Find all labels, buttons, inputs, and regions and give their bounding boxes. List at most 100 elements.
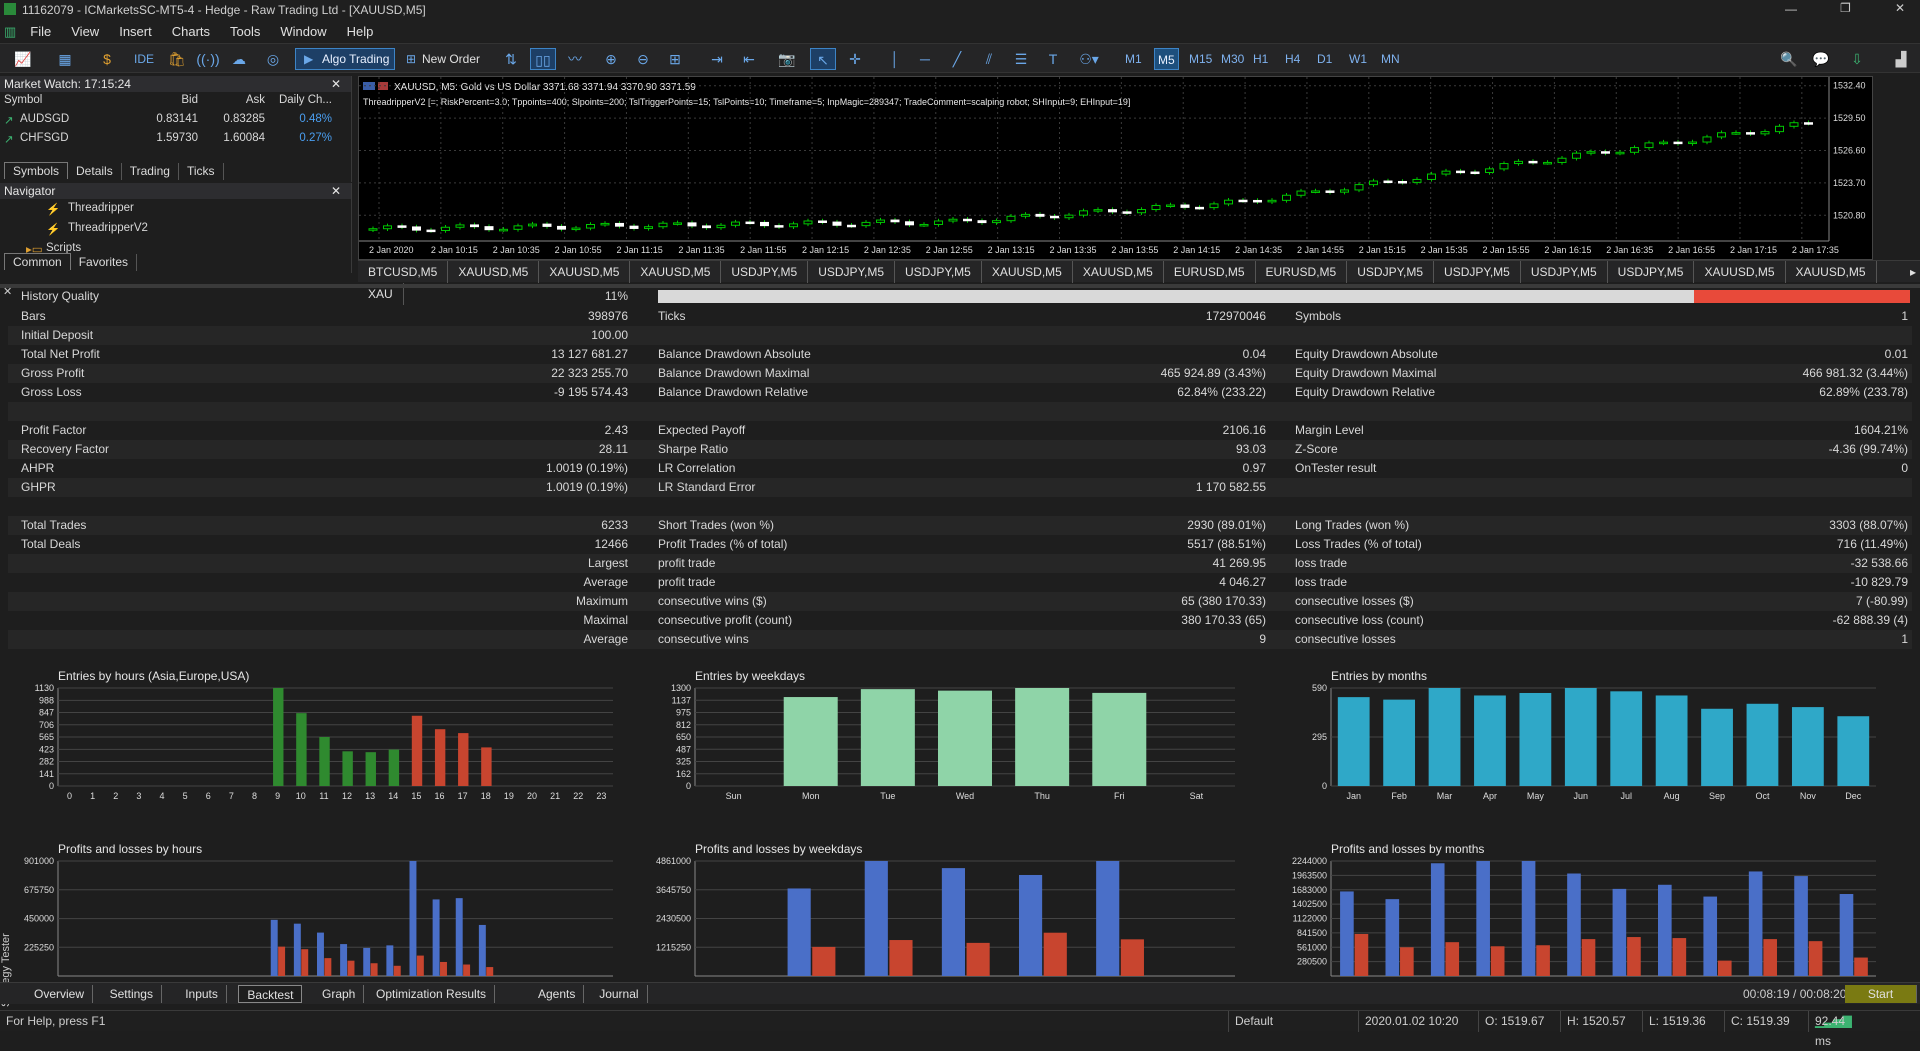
close-icon[interactable]: ✕ [1895,1,1906,15]
mw-col-header[interactable]: Bid [181,94,198,106]
menu-window[interactable]: Window [280,24,327,39]
chart-tab[interactable]: USDJPY,M5 [1521,261,1608,283]
equidistant-channel-icon[interactable]: ⫽ [985,51,993,67]
price-chart[interactable]: XAUUSD, M5: Gold vs US Dollar 3371.68 33… [358,76,1873,260]
close-icon[interactable]: ✕ [3,286,13,298]
chart-tab[interactable]: USDJPY,M5 [1434,261,1521,283]
mw-col-header[interactable]: Symbol [4,94,43,106]
notifications-icon[interactable]: 💬 [1812,51,1830,67]
status-profile[interactable]: Default [1228,1011,1358,1032]
panel-divider[interactable]: ✕ [0,284,1920,298]
chart-tab[interactable]: XAUUSD,M5 [630,261,722,283]
shapes-icon[interactable]: ⚇▾ [1079,51,1099,67]
tab-details[interactable]: Details [68,163,122,180]
mw-col-header[interactable]: Daily Ch... [278,94,332,106]
crosshair-icon[interactable]: ✛ [849,51,861,67]
timeframe-m5[interactable]: M5 [1154,48,1179,70]
tab-backtest[interactable]: Backtest [238,985,303,1003]
tab-ticks[interactable]: Ticks [179,163,224,180]
chart-tab[interactable]: EURUSD,M5 [1256,261,1348,283]
chart-tab[interactable]: XAUUSD,M5 [1786,261,1877,283]
close-icon[interactable]: ✕ [330,77,341,91]
tab-journal[interactable]: Journal [591,985,648,1003]
menu-help[interactable]: Help [346,24,374,39]
menu-charts[interactable]: Charts [171,24,211,39]
tab-settings[interactable]: Settings [102,985,162,1003]
timeframe-m1[interactable]: M1 [1125,52,1142,66]
market-watch-row[interactable]: ↗ AUDSGD 0.83141 0.83285 0.48% [0,111,351,130]
timeframe-m30[interactable]: M30 [1221,52,1245,66]
chart-tab[interactable]: USDJPY,M5 [1608,261,1695,283]
zoom-out-icon[interactable]: ⊖ [637,51,649,67]
tab-favorites[interactable]: Favorites [71,254,138,271]
cloud-icon[interactable]: ☁ [232,51,246,67]
signal-strength-icon[interactable]: ▟ [1895,51,1907,67]
chart-tab[interactable]: XAUUSD,M5 [448,261,540,283]
vps-icon[interactable]: ◎ [266,51,280,67]
navigator-item[interactable]: ⚡ Threadripper [0,199,351,219]
tab-common[interactable]: Common [4,253,71,270]
tab-overview[interactable]: Overview [26,985,94,1003]
depth-of-market-icon[interactable]: ⇅ [505,51,517,67]
trendline-icon[interactable]: ╱ [952,51,962,67]
auto-scroll-icon[interactable]: ⇥ [711,51,723,67]
ide-button[interactable]: IDE [133,52,154,66]
market-watch-row[interactable]: ↗ CHFSGD 1.59730 1.60084 0.27% [0,130,351,149]
deposit-icon[interactable]: $ [103,51,111,67]
timeframe-h1[interactable]: H1 [1253,52,1269,66]
new-chart-icon[interactable]: 📈 [14,51,32,67]
candlesticks-icon[interactable]: ▯▯ [530,48,556,70]
chart-tab[interactable]: USDJPY,M5 [895,261,982,283]
profiles-icon[interactable]: ▦ [58,51,72,67]
algo-trading-button[interactable]: ▶ Algo Trading [295,48,395,70]
text-tool-icon[interactable]: T [1048,51,1058,67]
chart-tab[interactable]: XAUUSD,M5 [539,261,631,283]
menu-view[interactable]: View [71,24,100,39]
zoom-in-icon[interactable]: ⊕ [605,51,617,67]
chart-tab[interactable]: XAUUSD,M5 [982,261,1073,283]
account-icon[interactable]: ⇩ [1851,51,1863,67]
scroll-right-icon[interactable]: ▸ [1909,265,1916,279]
close-icon[interactable]: ✕ [330,184,341,198]
menu-insert[interactable]: Insert [119,24,152,39]
chart-tab[interactable]: XAUUSD,M5 [1694,261,1786,283]
new-order-button[interactable]: ⊞ New Order [404,48,484,70]
chart-tab[interactable]: BTCUSD,M5 [358,261,449,283]
menu-tools[interactable]: Tools [230,24,261,39]
tab-trading[interactable]: Trading [122,163,179,180]
chart-shift-icon[interactable]: ⇤ [743,51,755,67]
timeframe-h4[interactable]: H4 [1285,52,1301,66]
restore-icon[interactable]: ❐ [1840,1,1851,15]
tab-optimization-results[interactable]: Optimization Results [368,985,496,1003]
tab-agents[interactable]: Agents [530,985,585,1003]
minimize-icon[interactable]: — [1785,2,1797,16]
horizontal-line-icon[interactable]: ─ [920,51,930,67]
start-button[interactable]: Start [1845,985,1917,1003]
vertical-line-icon[interactable]: │ [890,51,900,67]
line-chart-icon[interactable]: 〰 [568,51,582,67]
tab-inputs[interactable]: Inputs [177,985,227,1003]
app-menu-icon[interactable]: ▥ [4,24,17,39]
menu-file[interactable]: File [30,24,52,39]
chart-tab[interactable]: USDJPY,M5 [1347,261,1435,283]
search-icon[interactable]: 🔍 [1780,51,1798,67]
screenshot-icon[interactable]: 📷 [778,51,796,67]
timeframe-m15[interactable]: M15 [1189,52,1213,66]
market-icon[interactable]: 🛍 [168,51,186,67]
timeframe-w1[interactable]: W1 [1349,52,1367,66]
cursor-icon[interactable]: ↖ [810,48,836,70]
signals-icon[interactable]: ((·)) [196,51,220,67]
chart-tab[interactable]: EURUSD,M5 [1164,261,1256,283]
mw-col-header[interactable]: Ask [245,94,265,106]
chart-tab[interactable]: XAU [358,283,404,305]
fibonacci-icon[interactable]: ☰ [1014,51,1028,67]
tab-graph[interactable]: Graph [314,985,365,1003]
timeframe-d1[interactable]: D1 [1317,52,1333,66]
navigator-item[interactable]: ⚡ ThreadripperV2 [0,219,351,239]
tile-windows-icon[interactable]: ⊞ [669,51,681,67]
chart-tab[interactable]: USDJPY,M5 [721,261,809,283]
chart-tab[interactable]: USDJPY,M5 [808,261,896,283]
tab-symbols[interactable]: Symbols [4,162,69,179]
timeframe-mn[interactable]: MN [1381,52,1400,66]
chart-tab[interactable]: XAUUSD,M5 [1073,261,1164,283]
